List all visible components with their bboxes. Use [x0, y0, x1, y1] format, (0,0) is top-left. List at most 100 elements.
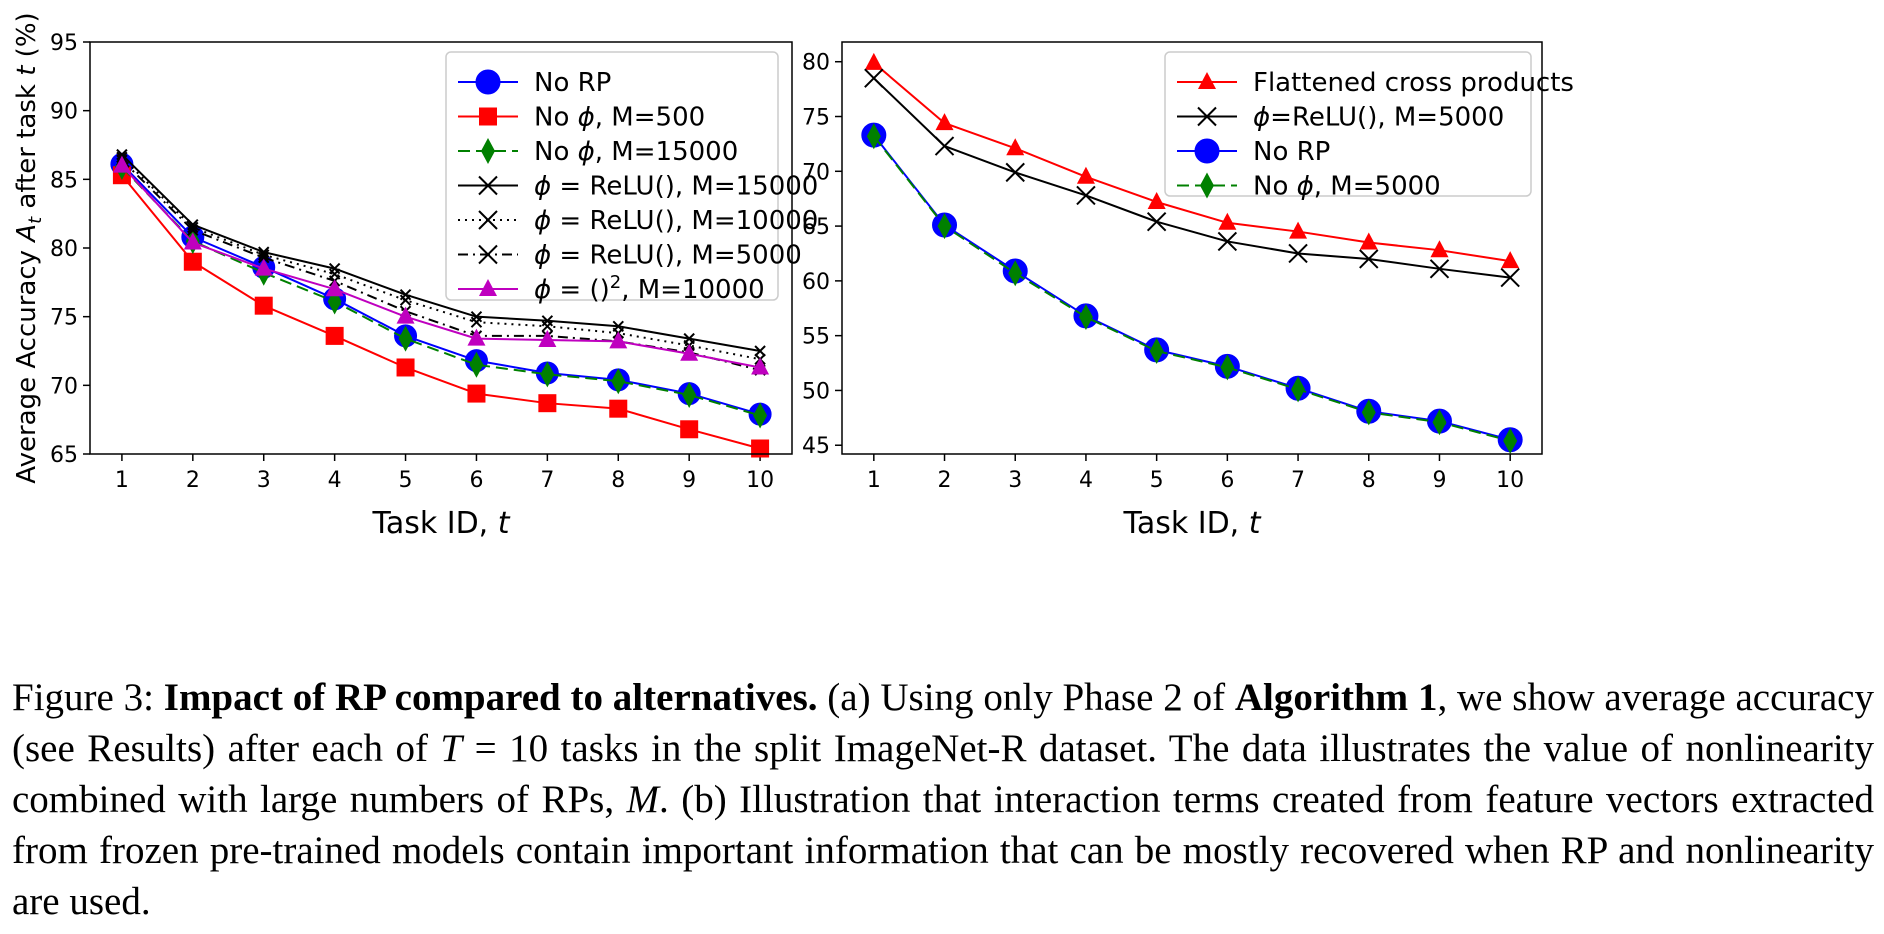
caption-text-2: , we show average accuracy (see Results)…: [12, 676, 1874, 770]
a-series-1-point: [325, 326, 344, 345]
b-series-0-point: [1076, 166, 1095, 184]
a-series-2-point: [540, 361, 555, 388]
a-series-6-point: [609, 331, 628, 349]
a-series-line-0: [121, 163, 761, 416]
a-series-2-point: [753, 402, 768, 429]
b-legend-marker-1: [1197, 106, 1217, 127]
a-series-6-point: [254, 258, 273, 276]
a-x-axis-label: Task ID, t: [371, 506, 510, 541]
a-legend-marker-1: [479, 107, 497, 126]
a-series-5-point: [187, 224, 199, 236]
a-legend-marker-5: [478, 244, 498, 265]
a-series-2-point: [611, 368, 626, 395]
a-legend-label-4: ϕ = ReLU(), M=10000: [534, 206, 818, 236]
b-y-tick-label: 50: [802, 379, 830, 404]
a-series-6-point: [112, 155, 131, 173]
a-series-1-point: [609, 399, 628, 418]
b-y-tick-label: 55: [802, 325, 830, 350]
b-y-tick-label: 60: [802, 270, 830, 295]
b-x-tick-label: 3: [1008, 468, 1022, 493]
caption-text-3: = 10 tasks in the split ImageNet-R datas…: [12, 727, 1874, 821]
a-series-5-point: [258, 251, 270, 264]
b-series-line-0: [873, 62, 1511, 263]
b-series-0-point: [935, 113, 954, 131]
caption-algorithm-ref: Algorithm 1: [1234, 676, 1438, 719]
b-x-tick-label: 9: [1432, 468, 1446, 493]
a-series-6-point: [538, 330, 557, 348]
a-legend-label-2: No ϕ, M=15000: [534, 137, 738, 167]
a-legend: No RP No ϕ, M=500 No ϕ, M=15000 ϕ = ReLU(),…: [445, 51, 818, 305]
b-series-1-point: [1429, 259, 1450, 279]
a-y-tick-label: 75: [50, 306, 78, 331]
b-series-3-point: [937, 213, 952, 240]
b-y-tick-label: 45: [802, 434, 830, 459]
a-series-1-point: [751, 439, 770, 458]
a-series-2-point: [682, 381, 697, 408]
a-legend-marker-6: [479, 279, 497, 296]
b-y-tick-label: 75: [802, 106, 830, 131]
a-x-tick-label: 1: [115, 468, 129, 493]
a-series-1-point: [183, 252, 202, 271]
a-x-tick-label: 3: [257, 468, 271, 493]
a-y-tick-label: 80: [50, 237, 78, 262]
b-legend-marker-0: [1198, 72, 1216, 89]
b-series-0-point: [1289, 221, 1308, 239]
a-legend-label-1: No ϕ, M=500: [534, 103, 705, 133]
b-legend-label-2: No RP: [1253, 137, 1330, 167]
b-series-line-1: [873, 77, 1511, 279]
b-series-1-point: [1217, 231, 1238, 252]
a-y-tick-label: 85: [50, 168, 78, 193]
a-series-1-point: [467, 384, 486, 403]
a-series-4-point: [470, 316, 483, 328]
b-legend-marker-3: [1200, 172, 1214, 199]
b-series-0-point: [1006, 138, 1025, 156]
b-legend-box: [1164, 51, 1532, 197]
a-x-tick-label: 8: [611, 468, 625, 493]
a-legend-marker-2: [481, 138, 495, 164]
a-y-axis-label: Average Accuracy At after task t (%): [12, 12, 46, 483]
a-legend-marker-0: [475, 69, 501, 95]
caption-text-1: (a) Using only Phase 2 of: [817, 676, 1235, 719]
b-series-0-point: [1147, 191, 1166, 209]
b-series-1-point: [934, 136, 955, 156]
a-legend-label-5: ϕ = ReLU(), M=5000: [534, 241, 802, 271]
a-series-1-point: [538, 394, 557, 413]
a-series-1-point: [396, 358, 415, 377]
b-legend-label-3: No ϕ, M=5000: [1253, 172, 1441, 202]
figure-caption: Figure 3: Impact of RP compared to alter…: [12, 672, 1874, 927]
b-series-0-point: [864, 52, 883, 70]
a-series-3-point: [399, 288, 412, 301]
b-series-3-point: [1432, 409, 1447, 436]
a-series-6-point: [183, 232, 202, 250]
caption-math-m: M: [626, 778, 660, 821]
b-series-1-point: [864, 68, 884, 88]
b-legend-label-1: ϕ=ReLU(), M=5000: [1253, 103, 1504, 133]
b-x-tick-label: 7: [1291, 468, 1305, 493]
a-series-6-point: [680, 343, 699, 361]
a-x-tick-label: 5: [399, 468, 413, 493]
b-series-3-point: [1220, 354, 1235, 381]
a-series-1-point: [680, 420, 699, 439]
a-legend-label-3: ϕ = ReLU(), M=15000: [534, 172, 818, 202]
a-series-4-point: [541, 320, 554, 332]
a-x-tick-label: 4: [328, 468, 342, 493]
b-x-tick-label: 8: [1362, 468, 1376, 493]
a-legend-label-0: No RP: [534, 68, 611, 98]
b-x-tick-label: 1: [867, 468, 881, 493]
a-series-line-3: [121, 153, 761, 352]
a-x-tick-label: 6: [469, 468, 483, 493]
b-series-0-point: [1218, 212, 1237, 230]
a-legend-label-6: ϕ = ()2, M=10000: [534, 272, 765, 305]
a-series-6-point: [325, 279, 344, 297]
b-axes-frame: [841, 41, 1543, 455]
a-legend-marker-4: [478, 210, 498, 230]
a-x-tick-label: 9: [682, 468, 696, 493]
a-series-6-point: [751, 357, 770, 375]
b-x-tick-label: 4: [1079, 468, 1093, 493]
b-series-line-2: [873, 134, 1511, 441]
a-y-tick-label: 95: [50, 31, 78, 56]
b-legend-marker-2: [1194, 138, 1220, 164]
b-legend-label-0: Flattened cross products: [1253, 68, 1574, 98]
